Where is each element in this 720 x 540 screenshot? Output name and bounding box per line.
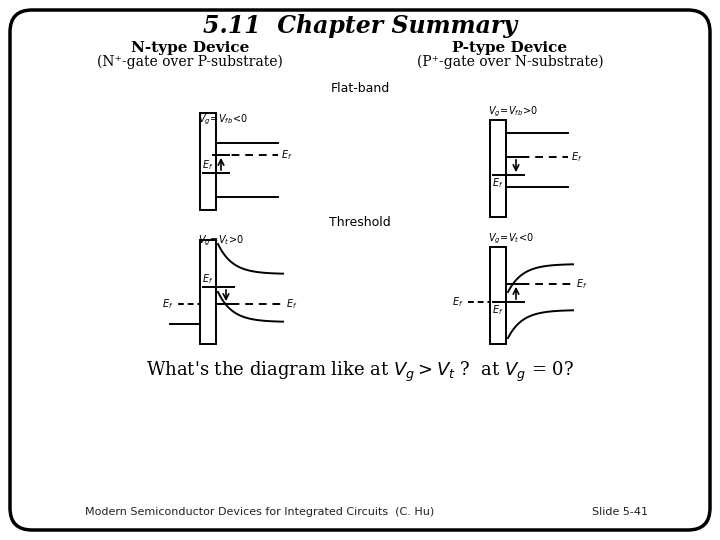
Text: Slide 5-41: Slide 5-41 (592, 507, 648, 517)
Bar (490, 247, 506, 344)
Text: $E_f$: $E_f$ (492, 176, 503, 190)
Text: What's the diagram like at $V_g > V_t$ ?  at $V_g$ = 0?: What's the diagram like at $V_g > V_t$ ?… (146, 360, 574, 384)
Text: $E_f$: $E_f$ (162, 297, 174, 311)
Text: $E_f$: $E_f$ (202, 272, 213, 286)
Text: $E_f$: $E_f$ (281, 148, 292, 162)
Text: Modern Semiconductor Devices for Integrated Circuits  (C. Hu): Modern Semiconductor Devices for Integra… (86, 507, 435, 517)
Text: 5.11  Chapter Summary: 5.11 Chapter Summary (203, 14, 517, 38)
Text: P-type Device: P-type Device (452, 41, 567, 55)
Text: $V_g\!=\!V_{fb}\!<\!0$: $V_g\!=\!V_{fb}\!<\!0$ (198, 113, 248, 127)
Text: $E_f$: $E_f$ (286, 297, 297, 311)
FancyBboxPatch shape (10, 10, 710, 530)
Bar (200, 113, 216, 210)
Text: Flat-band: Flat-band (330, 82, 390, 94)
Text: $E_f$: $E_f$ (492, 303, 503, 317)
Text: (N⁺-gate over P-substrate): (N⁺-gate over P-substrate) (97, 55, 283, 69)
Text: (P⁺-gate over N-substrate): (P⁺-gate over N-substrate) (417, 55, 603, 69)
Text: $V_g\!=\!V_t\!<\!0$: $V_g\!=\!V_t\!<\!0$ (488, 232, 534, 246)
Text: $E_f$: $E_f$ (576, 277, 588, 291)
Text: $V_g\!=\!V_{fb}\!>\!0$: $V_g\!=\!V_{fb}\!>\!0$ (488, 105, 538, 119)
Text: Threshold: Threshold (329, 215, 391, 228)
Bar (490, 120, 506, 217)
Text: N-type Device: N-type Device (131, 41, 249, 55)
Text: $E_f$: $E_f$ (202, 158, 213, 172)
Bar (200, 240, 216, 344)
Text: $E_f$: $E_f$ (571, 150, 582, 164)
Text: $V_g\!=\!V_t\!>\!0$: $V_g\!=\!V_t\!>\!0$ (198, 234, 244, 248)
Text: $E_f$: $E_f$ (452, 295, 464, 309)
